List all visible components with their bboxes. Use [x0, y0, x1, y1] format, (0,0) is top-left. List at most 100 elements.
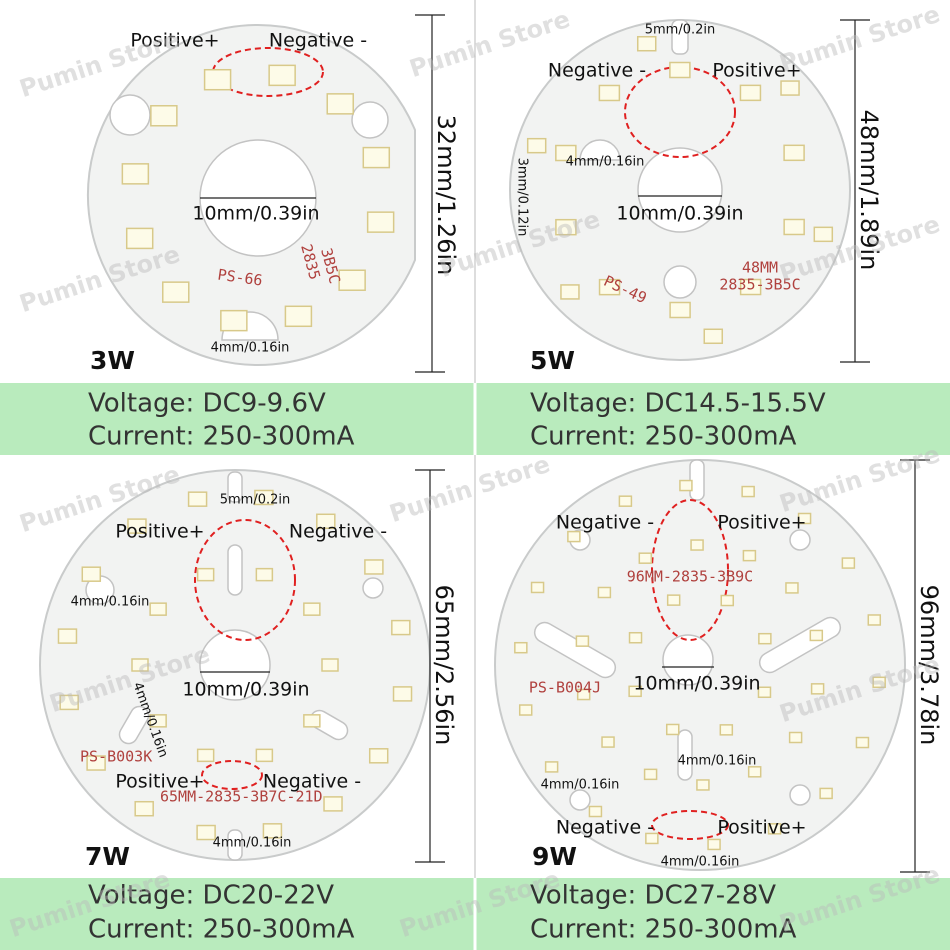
led — [643, 768, 658, 781]
hole — [362, 577, 384, 599]
label: Positive+ — [717, 512, 806, 534]
led — [149, 602, 167, 616]
led — [321, 658, 339, 672]
led — [628, 631, 643, 644]
led — [284, 305, 313, 328]
led — [638, 552, 653, 564]
leds — [526, 35, 834, 345]
label: Positive+ — [717, 817, 806, 839]
label: 4mm/0.16in — [566, 155, 645, 170]
board-print: 48MM — [742, 259, 778, 277]
panel-3w: 32mm/1.26in Positive+ Negative - 10mm/0.… — [86, 14, 460, 375]
led — [636, 35, 657, 52]
diameter-label: 65mm/2.56in — [430, 585, 458, 746]
led — [366, 211, 395, 233]
led — [162, 281, 190, 303]
led — [555, 218, 577, 236]
label: Negative - — [556, 817, 654, 839]
slot — [677, 729, 693, 781]
label: 10mm/0.39in — [633, 673, 760, 695]
current: Current: 250-300mA — [88, 915, 355, 945]
board-print: 96MM-2835-3B9C — [627, 568, 753, 586]
label: Positive+ — [115, 771, 204, 793]
board-print: 65MM-2835-3B7C-21D — [160, 788, 323, 806]
hole — [579, 139, 621, 161]
led — [780, 80, 800, 96]
label: Negative - — [269, 30, 367, 52]
led — [134, 800, 154, 817]
label: 3mm/0.12in — [515, 158, 530, 237]
led — [514, 641, 528, 654]
led — [131, 658, 149, 672]
led — [81, 566, 102, 582]
led — [338, 269, 366, 291]
led — [742, 549, 757, 562]
led — [303, 714, 321, 728]
panel-9w: 96mm/3.78in Negative - Positive+ 10mm/0.… — [494, 459, 943, 873]
voltage: Voltage: DC9-9.6V — [88, 389, 326, 419]
led — [597, 586, 612, 599]
led — [618, 495, 633, 507]
led — [196, 748, 215, 763]
label: 5mm/0.2in — [220, 493, 291, 508]
label: 4mm/0.16in — [211, 341, 290, 356]
label: 4mm/0.16in — [541, 778, 620, 793]
led — [669, 61, 691, 79]
led — [57, 628, 78, 644]
center-hole — [662, 634, 714, 686]
led — [757, 686, 772, 699]
led — [797, 512, 812, 525]
led — [601, 736, 615, 748]
led — [392, 686, 413, 702]
led — [255, 748, 274, 763]
led — [555, 144, 577, 162]
diameter-label: 96mm/3.78in — [915, 585, 943, 746]
label: Negative - — [263, 771, 361, 793]
led — [872, 676, 886, 689]
led — [125, 227, 154, 250]
led — [86, 755, 106, 771]
led — [679, 479, 693, 492]
label: Positive+ — [712, 60, 801, 82]
led — [150, 105, 178, 127]
led — [767, 823, 782, 835]
led — [696, 779, 710, 791]
leds — [57, 489, 413, 841]
label: 10mm/0.39in — [616, 203, 743, 225]
label: 4mm/0.16in — [213, 836, 292, 851]
label: Negative - — [289, 521, 387, 543]
led — [364, 559, 384, 575]
leds — [514, 479, 886, 851]
led — [518, 704, 533, 716]
led — [544, 761, 559, 773]
led — [783, 144, 805, 162]
hole — [351, 101, 389, 139]
led — [810, 683, 825, 695]
diameter-label: 32mm/1.26in — [432, 115, 460, 276]
led — [669, 301, 691, 319]
polarity-marker — [201, 760, 263, 790]
led — [739, 84, 762, 102]
led — [690, 539, 704, 551]
led — [783, 218, 805, 236]
led — [316, 513, 336, 530]
led — [391, 619, 411, 636]
hole — [569, 789, 591, 811]
led — [149, 714, 167, 728]
led — [720, 594, 735, 607]
label: Positive+ — [115, 521, 204, 543]
polarity-marker — [194, 519, 296, 641]
diameter-label: 48mm/1.89in — [855, 110, 883, 271]
wattage: 3W — [90, 346, 135, 375]
led — [323, 796, 343, 812]
center-hole — [199, 629, 271, 701]
panel-5w: 48mm/1.89in 5mm/0.2in Negative - Positiv… — [509, 19, 883, 375]
led — [703, 328, 724, 345]
label: 10mm/0.39in — [182, 679, 309, 701]
led — [127, 518, 147, 534]
led — [645, 832, 659, 845]
led — [203, 68, 232, 91]
current: Current: 250-300mA — [530, 915, 797, 945]
led — [268, 64, 296, 87]
